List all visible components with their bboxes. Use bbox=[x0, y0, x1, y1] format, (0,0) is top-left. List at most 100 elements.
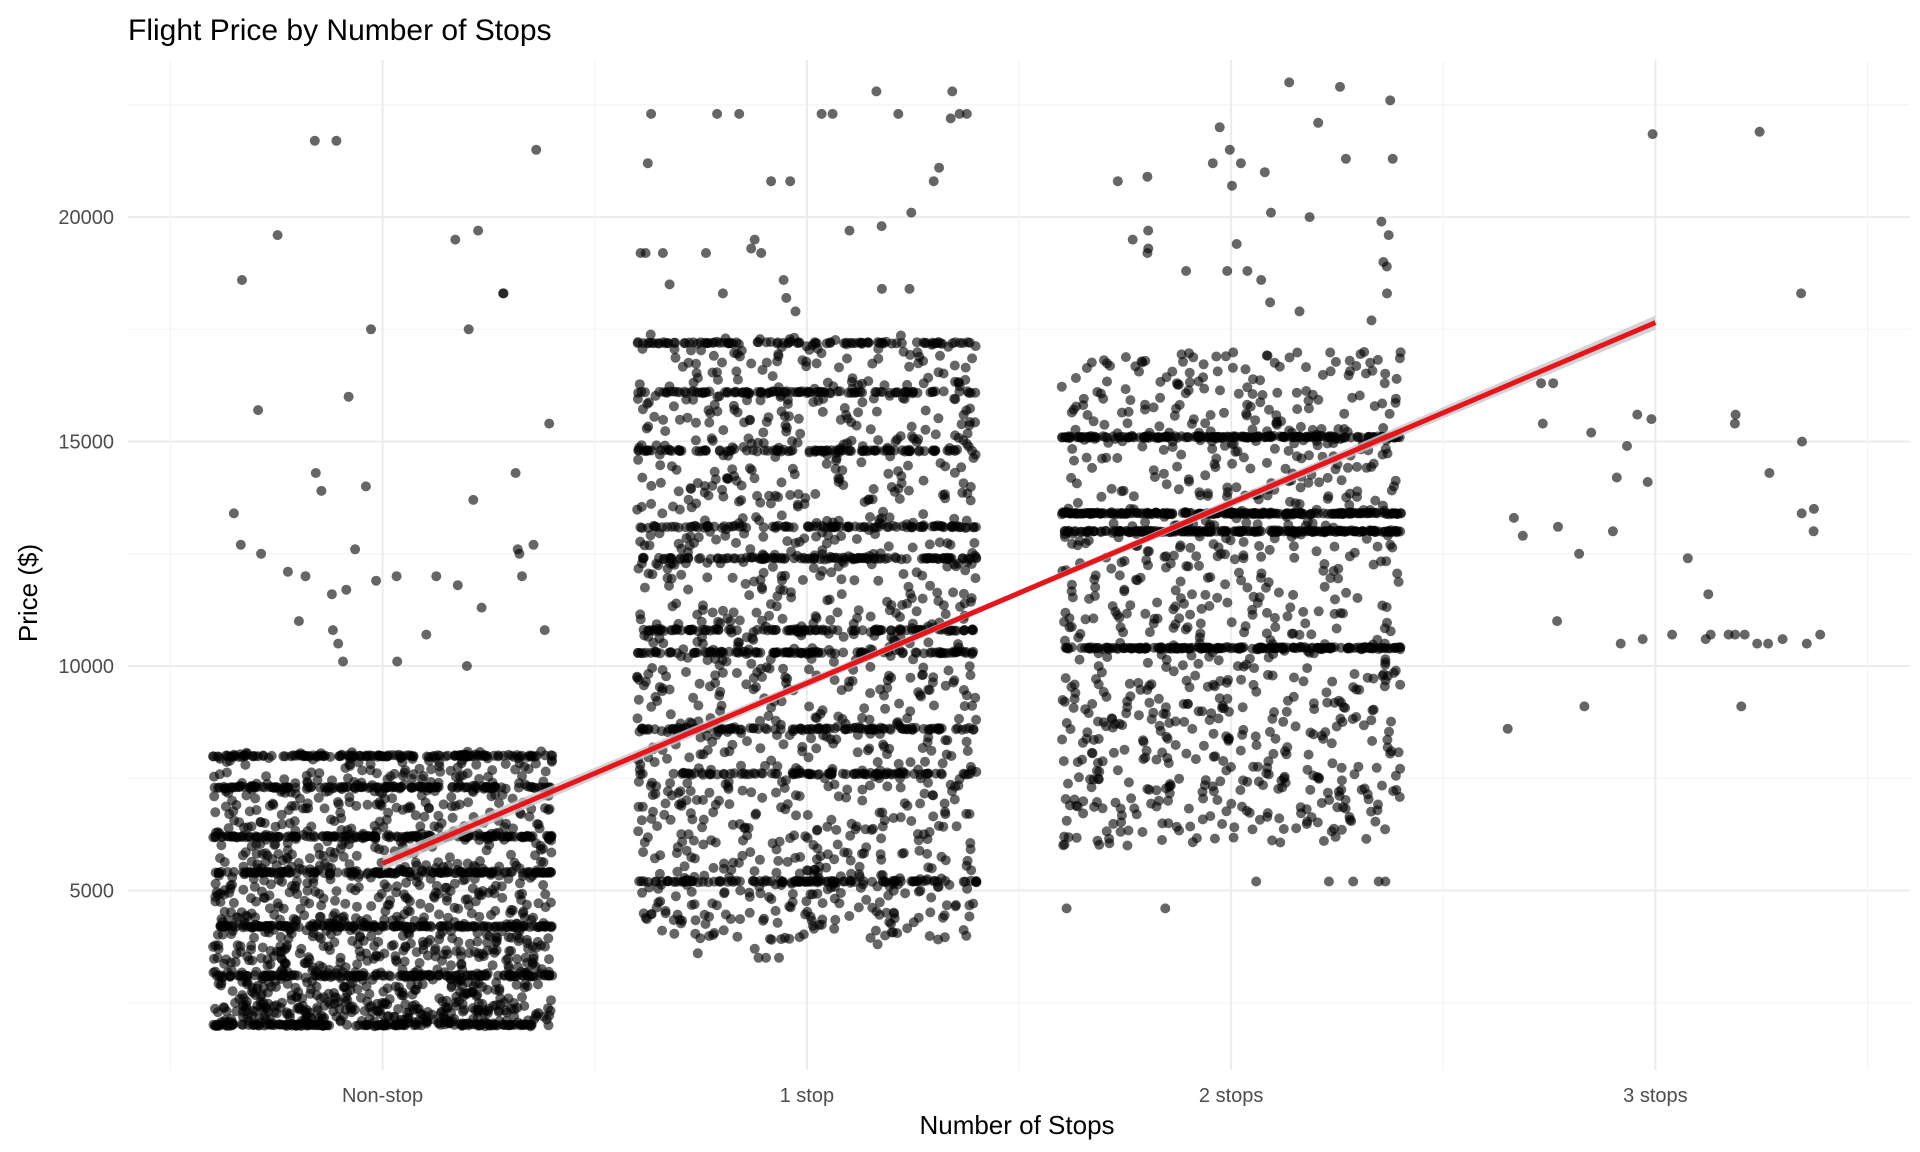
data-point bbox=[461, 661, 472, 671]
data-point bbox=[698, 814, 709, 825]
data-point bbox=[297, 750, 308, 761]
data-point bbox=[757, 792, 768, 803]
data-point bbox=[817, 898, 828, 909]
data-point bbox=[633, 563, 644, 574]
data-point bbox=[965, 403, 976, 414]
data-point bbox=[491, 921, 502, 932]
data-point bbox=[390, 955, 401, 966]
data-point bbox=[460, 749, 471, 760]
data-point bbox=[231, 948, 242, 959]
data-point bbox=[233, 781, 244, 792]
data-point bbox=[290, 982, 301, 993]
data-point bbox=[530, 961, 541, 972]
data-point bbox=[698, 600, 708, 611]
data-point bbox=[728, 857, 739, 868]
data-point bbox=[228, 749, 239, 760]
data-point bbox=[463, 324, 474, 335]
data-point bbox=[940, 493, 951, 504]
data-point bbox=[707, 480, 718, 491]
data-point bbox=[1336, 475, 1347, 486]
data-point bbox=[760, 723, 771, 734]
data-point bbox=[271, 1000, 282, 1011]
data-point bbox=[317, 1013, 328, 1024]
data-point bbox=[886, 927, 897, 938]
data-point bbox=[325, 751, 336, 762]
data-point bbox=[797, 746, 808, 757]
data-point bbox=[939, 798, 950, 809]
data-point bbox=[717, 288, 728, 299]
data-point bbox=[804, 522, 815, 533]
data-point bbox=[961, 690, 972, 701]
data-point bbox=[956, 462, 967, 473]
data-point bbox=[833, 473, 844, 484]
data-point bbox=[266, 867, 277, 878]
data-point bbox=[920, 756, 930, 767]
data-point bbox=[313, 750, 324, 761]
data-point bbox=[844, 676, 855, 687]
data-point bbox=[956, 419, 967, 430]
data-point bbox=[718, 863, 729, 874]
data-point bbox=[852, 613, 863, 623]
data-point bbox=[401, 832, 412, 843]
data-point bbox=[873, 575, 884, 586]
data-point bbox=[486, 867, 497, 878]
data-point bbox=[762, 445, 773, 456]
data-point bbox=[782, 799, 793, 810]
data-point bbox=[499, 822, 510, 833]
data-point bbox=[687, 624, 698, 635]
data-point bbox=[860, 824, 871, 835]
data-point bbox=[826, 567, 837, 578]
data-point bbox=[534, 823, 545, 834]
data-point bbox=[458, 1019, 469, 1030]
data-point bbox=[899, 724, 910, 735]
data-point bbox=[833, 791, 844, 802]
data-point bbox=[789, 643, 800, 654]
data-point bbox=[780, 932, 790, 943]
data-point bbox=[926, 892, 937, 903]
data-point bbox=[314, 911, 325, 922]
data-point bbox=[404, 896, 415, 907]
data-point bbox=[902, 923, 913, 934]
data-point bbox=[782, 673, 793, 684]
data-point bbox=[686, 900, 697, 910]
data-point bbox=[882, 553, 893, 564]
data-point bbox=[473, 1006, 484, 1017]
data-point bbox=[934, 162, 945, 173]
data-point bbox=[284, 818, 295, 829]
data-point bbox=[242, 979, 253, 990]
data-point bbox=[646, 480, 657, 491]
data-point bbox=[778, 739, 789, 750]
data-point bbox=[298, 803, 308, 814]
data-point bbox=[964, 809, 975, 819]
data-point bbox=[904, 361, 915, 372]
data-point bbox=[858, 445, 869, 456]
data-point bbox=[882, 596, 893, 607]
data-point bbox=[865, 424, 876, 435]
data-point bbox=[757, 549, 768, 560]
data-point bbox=[674, 799, 684, 810]
data-point bbox=[947, 86, 958, 97]
data-point bbox=[416, 790, 427, 801]
data-point bbox=[871, 387, 882, 398]
data-point bbox=[325, 998, 336, 1009]
data-point bbox=[721, 656, 732, 667]
data-point bbox=[856, 457, 867, 468]
data-point bbox=[938, 386, 949, 397]
data-point bbox=[369, 970, 380, 981]
data-point bbox=[1183, 803, 1194, 814]
data-point bbox=[213, 867, 224, 878]
data-point bbox=[449, 878, 460, 889]
data-point bbox=[337, 839, 348, 850]
data-point bbox=[794, 536, 805, 547]
data-point bbox=[221, 1006, 232, 1017]
data-point bbox=[925, 907, 936, 918]
data-point bbox=[354, 869, 365, 880]
data-point bbox=[1391, 373, 1402, 384]
data-point bbox=[700, 919, 711, 929]
data-point bbox=[209, 953, 219, 964]
data-point bbox=[777, 613, 788, 624]
data-point bbox=[906, 593, 917, 604]
data-point bbox=[899, 798, 910, 809]
data-point bbox=[785, 445, 796, 456]
data-point bbox=[398, 990, 409, 1001]
